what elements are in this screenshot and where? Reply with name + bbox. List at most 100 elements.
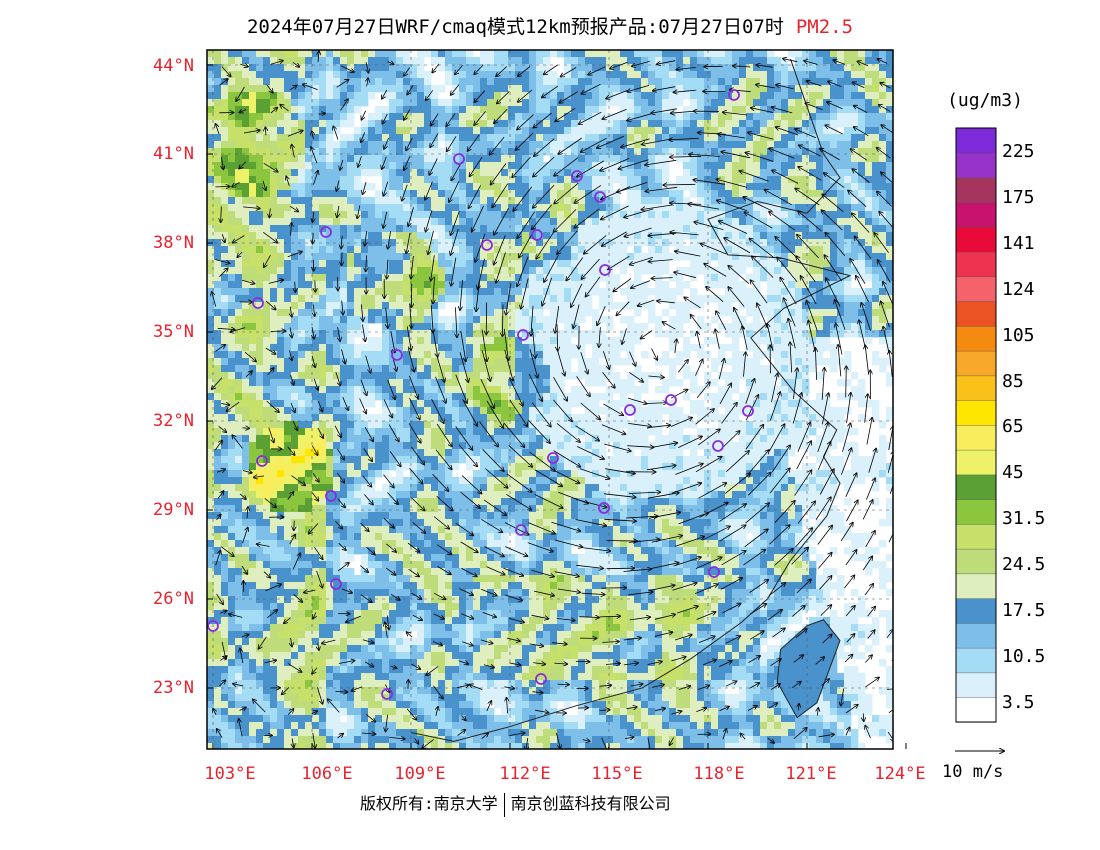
pm25-cell [466,246,474,254]
pm25-cell [606,414,614,422]
pm25-cell [564,239,572,247]
pm25-cell [669,211,677,219]
pm25-cell [522,127,530,135]
pm25-cell [732,71,740,79]
pm25-cell [347,393,355,401]
pm25-cell [354,50,362,58]
pm25-cell [221,337,229,345]
pm25-cell [277,162,285,170]
pm25-cell [403,57,411,65]
pm25-cell [697,85,705,93]
pm25-cell [270,309,278,317]
pm25-cell [375,218,383,226]
pm25-cell [823,162,831,170]
pm25-cell [704,232,712,240]
pm25-cell [466,197,474,205]
pm25-cell [298,421,306,429]
pm25-cell [816,351,824,359]
pm25-cell [536,372,544,380]
pm25-cell [690,183,698,191]
pm25-cell [473,225,481,233]
pm25-cell [263,330,271,338]
pm25-cell [683,211,691,219]
pm25-cell [613,85,621,93]
pm25-cell [221,176,229,184]
pm25-cell [676,78,684,86]
pm25-cell [347,162,355,170]
pm25-cell [753,225,761,233]
pm25-cell [466,393,474,401]
pm25-cell [669,225,677,233]
pm25-cell [291,211,299,219]
pm25-cell [207,57,215,65]
pm25-cell [424,288,432,296]
pm25-cell [347,176,355,184]
pm25-cell [396,386,404,394]
pm25-cell [872,295,880,303]
pm25-cell [788,183,796,191]
pm25-cell [830,183,838,191]
pm25-cell [431,393,439,401]
pm25-cell [221,127,229,135]
pm25-cell [711,127,719,135]
pm25-cell [781,85,789,93]
pm25-cell [452,183,460,191]
pm25-cell [669,414,677,422]
pm25-cell [648,57,656,65]
pm25-cell [529,386,537,394]
pm25-cell [550,50,558,58]
pm25-cell [683,225,691,233]
pm25-cell [550,78,558,86]
pm25-cell [816,358,824,366]
pm25-cell [886,330,893,338]
pm25-cell [298,176,306,184]
pm25-cell [305,253,313,261]
pm25-cell [326,288,334,296]
pm25-cell [417,113,425,121]
pm25-cell [242,351,250,359]
pm25-cell [536,155,544,163]
pm25-cell [739,162,747,170]
pm25-cell [207,344,215,352]
pm25-cell [641,57,649,65]
pm25-cell [788,50,796,58]
pm25-cell [256,232,264,240]
pm25-cell [851,57,859,65]
pm25-cell [403,190,411,198]
pm25-cell [760,85,768,93]
pm25-cell [886,148,893,156]
pm25-cell [781,302,789,310]
pm25-cell [361,78,369,86]
pm25-cell [305,260,313,268]
pm25-cell [263,197,271,205]
pm25-cell [389,57,397,65]
pm25-cell [368,246,376,254]
pm25-cell [305,239,313,247]
pm25-cell [438,295,446,303]
pm25-cell [361,211,369,219]
pm25-cell [543,106,551,114]
pm25-cell [270,113,278,121]
pm25-cell [732,421,740,429]
pm25-cell [242,162,250,170]
pm25-cell [851,120,859,128]
pm25-cell [865,197,873,205]
pm25-cell [725,155,733,163]
pm25-cell [543,379,551,387]
pm25-cell [417,295,425,303]
pm25-cell [823,316,831,324]
pm25-cell [704,414,712,422]
pm25-cell [767,267,775,275]
pm25-cell [844,134,852,142]
pm25-cell [347,344,355,352]
pm25-cell [403,407,411,415]
pm25-cell [263,57,271,65]
pm25-cell [347,274,355,282]
pm25-cell [207,400,215,408]
pm25-cell [270,92,278,100]
pm25-cell [718,218,726,226]
pm25-cell [606,197,614,205]
pm25-cell [473,260,481,268]
pm25-cell [305,323,313,331]
pm25-cell [746,127,754,135]
